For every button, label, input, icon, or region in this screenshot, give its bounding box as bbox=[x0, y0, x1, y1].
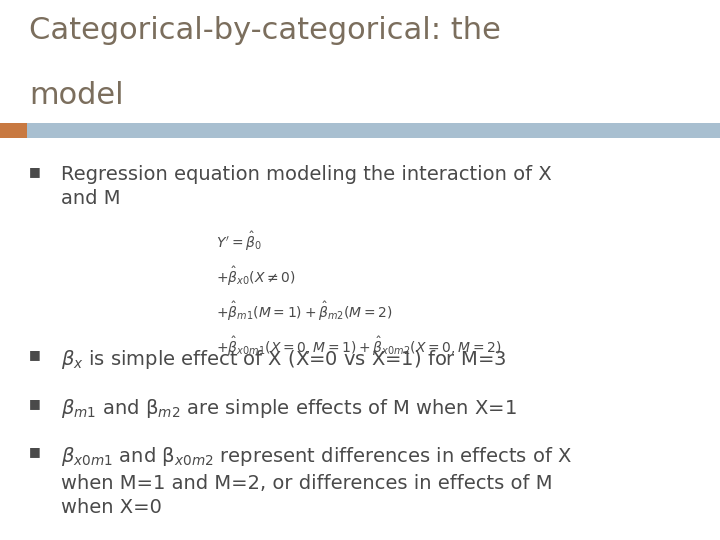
Text: $Y' = \hat{\beta}_0$: $Y' = \hat{\beta}_0$ bbox=[216, 230, 262, 253]
Text: $\beta_{m1}$ and β$_{m2}$ are simple effects of M when X=1: $\beta_{m1}$ and β$_{m2}$ are simple eff… bbox=[61, 397, 517, 420]
Text: model: model bbox=[29, 81, 123, 110]
Text: $+ \hat{\beta}_{x0m1}(X = 0, M = 1) + \hat{\beta}_{x0m2}(X = 0, M = 2)$: $+ \hat{\beta}_{x0m1}(X = 0, M = 1) + \h… bbox=[216, 335, 502, 358]
Text: Categorical-by-categorical: the: Categorical-by-categorical: the bbox=[29, 16, 500, 45]
Text: Regression equation modeling the interaction of X
and M: Regression equation modeling the interac… bbox=[61, 165, 552, 208]
Text: ■: ■ bbox=[29, 446, 40, 458]
Text: ■: ■ bbox=[29, 348, 40, 361]
Bar bbox=[0, 123, 720, 138]
Text: ■: ■ bbox=[29, 397, 40, 410]
Text: $\beta_{x0m1}$ and β$_{x0m2}$ represent differences in effects of X
when M=1 and: $\beta_{x0m1}$ and β$_{x0m2}$ represent … bbox=[61, 446, 572, 517]
Text: ■: ■ bbox=[29, 165, 40, 178]
Bar bbox=[0, 123, 27, 138]
Text: $+ \hat{\beta}_{x0}(X \neq 0)$: $+ \hat{\beta}_{x0}(X \neq 0)$ bbox=[216, 265, 296, 288]
Text: $+ \hat{\beta}_{m1}(M = 1) + \hat{\beta}_{m2}(M = 2)$: $+ \hat{\beta}_{m1}(M = 1) + \hat{\beta}… bbox=[216, 300, 393, 323]
Text: $\beta_x$ is simple effect of X (X=0 vs X=1) for M=3: $\beta_x$ is simple effect of X (X=0 vs … bbox=[61, 348, 506, 372]
